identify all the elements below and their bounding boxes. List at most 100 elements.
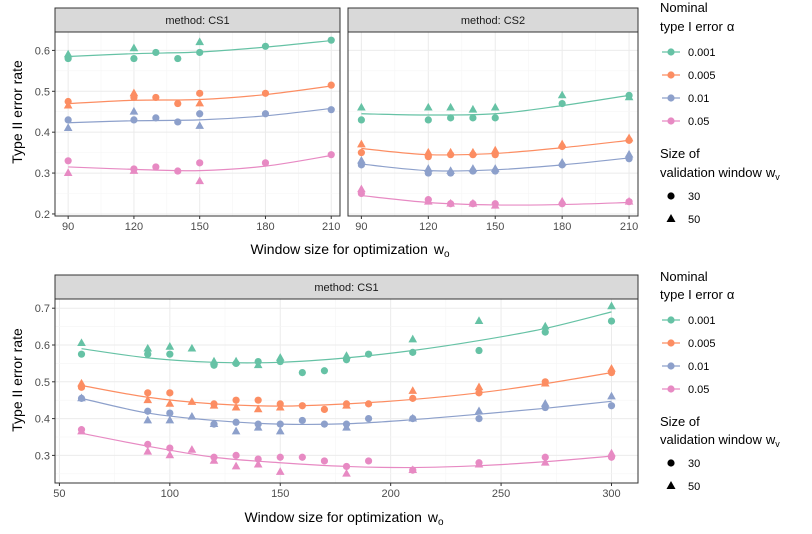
point-w50 <box>446 102 455 111</box>
point-w50 <box>129 88 139 97</box>
point-w30 <box>276 453 284 461</box>
point-w50 <box>624 133 634 142</box>
point-w30 <box>364 400 373 408</box>
point-w50 <box>165 342 175 350</box>
point-w50 <box>129 166 139 174</box>
y-tick-label: 0.3 <box>35 450 50 462</box>
panel-border <box>347 31 639 217</box>
point-w50 <box>165 415 175 424</box>
x-tick-label: 250 <box>492 488 510 500</box>
point-w50 <box>209 419 219 427</box>
x-tick-label: 150 <box>271 488 289 500</box>
point-w30 <box>64 157 72 165</box>
trend-line <box>361 94 630 116</box>
point-w50 <box>209 356 219 365</box>
point-w30 <box>320 367 329 375</box>
series-0.05 <box>357 184 634 209</box>
point-w50 <box>63 49 73 58</box>
point-w50 <box>342 423 351 431</box>
strip-label: method: CS2 <box>461 15 525 27</box>
legend-dot-0.05 <box>667 117 675 125</box>
x-tick-label: 90 <box>355 221 367 233</box>
legend-label-0.001: 0.001 <box>688 315 716 327</box>
y-tick-label: 0.4 <box>35 127 50 139</box>
point-w30 <box>364 415 373 423</box>
point-w30 <box>144 350 152 358</box>
x-tick-label: 100 <box>161 488 179 500</box>
point-w30 <box>152 163 160 171</box>
point-w50 <box>195 98 205 107</box>
bottom-ylabel: Type II error rate <box>9 328 25 432</box>
legend-bottom-alpha-title-2-text: type I error <box>660 287 724 302</box>
top-xlabel: Window size for optimization wo <box>250 241 450 260</box>
trend-line <box>68 107 332 124</box>
point-w30 <box>130 54 138 63</box>
point-w50 <box>357 102 366 111</box>
point-w30 <box>144 440 152 448</box>
point-w50 <box>446 166 455 174</box>
legend-size-label-50: 50 <box>688 214 700 226</box>
point-w50 <box>129 106 139 115</box>
legend-label-0.005: 0.005 <box>688 338 716 350</box>
point-w50 <box>143 415 153 424</box>
point-w30 <box>327 151 335 159</box>
x-tick-label: 200 <box>381 488 399 500</box>
panel-top-right: method: CS2 90 120 150 180 210 <box>347 7 639 233</box>
circle-icon <box>667 192 675 200</box>
panel-bottom: method: CS1 50 100 150 200 250 300 0.3 0.4 0.5 0.6… <box>35 274 639 500</box>
point-w50 <box>165 450 175 459</box>
bottom-xlabel: Window size for optimization wo <box>244 509 444 528</box>
point-w30 <box>424 116 432 124</box>
point-w30 <box>558 99 566 108</box>
point-w30 <box>261 89 270 97</box>
point-w50 <box>63 168 73 176</box>
point-w50 <box>275 402 285 411</box>
point-w50 <box>231 461 241 470</box>
point-w50 <box>468 198 478 207</box>
point-w30 <box>409 394 417 402</box>
legend-bottom-size-keys: 30 50 <box>666 458 700 493</box>
legend-size-label-30: 30 <box>688 191 700 203</box>
point-w50 <box>342 351 351 359</box>
point-w50 <box>423 164 433 172</box>
point-w50 <box>187 445 197 453</box>
legend-size-label-50: 50 <box>688 481 700 493</box>
point-w30 <box>64 116 72 124</box>
legend-top-size-title-1: Size of <box>660 146 700 161</box>
point-w30 <box>298 453 306 461</box>
point-w30 <box>327 106 335 114</box>
point-w30 <box>232 396 240 404</box>
legend-bottom-size-subscript: v <box>775 439 780 449</box>
point-w50 <box>143 395 153 404</box>
point-w30 <box>607 317 616 325</box>
x-tick-label: 150 <box>191 221 209 233</box>
series-0.005 <box>63 81 335 109</box>
point-w50 <box>187 397 197 405</box>
triangle-icon <box>666 481 676 489</box>
x-tick-label: 210 <box>620 221 638 233</box>
strip-label: method: CS1 <box>165 15 229 27</box>
point-w50 <box>540 378 550 387</box>
top-ylabel: Type II error rate <box>9 60 25 164</box>
y-tick-label: 0.2 <box>35 209 50 221</box>
point-w30 <box>541 328 549 336</box>
legend-top: Nominal type I error α 0.001 0.005 0.01 0.05… <box>660 0 780 226</box>
point-w50 <box>540 399 550 407</box>
point-w50 <box>624 196 634 205</box>
legend-top-size-symbol: w <box>765 165 776 180</box>
legend-top-size-title-2: validation window wv <box>660 165 780 182</box>
point-w50 <box>253 459 263 468</box>
legend-label-0.005: 0.005 <box>688 70 716 82</box>
legend-dot-0.01 <box>667 362 675 370</box>
legend-top-alpha-title-1: Nominal <box>660 0 708 15</box>
point-w50 <box>275 426 285 435</box>
x-tick-label: 120 <box>419 221 437 233</box>
point-w50 <box>423 147 433 156</box>
top-xlabel-subscript: o <box>444 249 450 260</box>
point-w50 <box>195 121 205 129</box>
point-w30 <box>77 350 86 358</box>
legend-top-alpha-symbol: α <box>727 19 735 34</box>
legend-label-0.05: 0.05 <box>688 116 709 128</box>
point-w30 <box>196 159 204 167</box>
x-tick-label: 50 <box>53 488 65 500</box>
